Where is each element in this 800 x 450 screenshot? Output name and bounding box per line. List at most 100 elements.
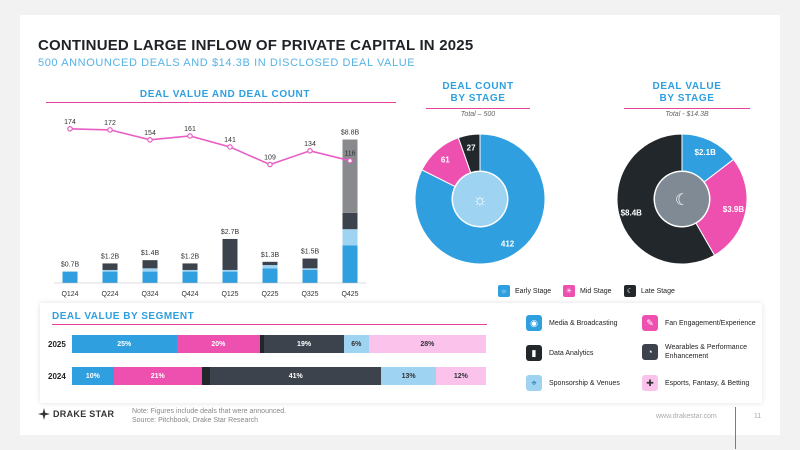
bar-segment bbox=[182, 271, 198, 283]
bar-segment bbox=[342, 139, 358, 213]
drake-star-logo: DRAKE STAR bbox=[38, 408, 114, 420]
bar-year-2024: 2024 bbox=[48, 372, 66, 381]
bar-year-2025: 2025 bbox=[48, 340, 66, 349]
legend-wearables-label: Wearables & Performance Enhancement bbox=[665, 344, 747, 360]
bar-segment bbox=[182, 263, 198, 270]
deal-count-point bbox=[307, 147, 313, 154]
analytics-icon: ▮ bbox=[526, 345, 542, 361]
segment-bar-part: 10% bbox=[72, 367, 114, 385]
legend-early-stage-label: Early Stage bbox=[515, 287, 552, 295]
bar-segment bbox=[142, 260, 158, 269]
slide: CONTINUED LARGE INFLOW OF PRIVATE CAPITA… bbox=[20, 15, 780, 449]
legend-late-stage: ☾ Late Stage bbox=[624, 285, 675, 297]
pie-slice bbox=[457, 133, 481, 174]
pie-slice-label: $2.1B bbox=[695, 148, 717, 157]
pie-slice-label: 412 bbox=[501, 240, 515, 249]
deal-count-label: 174 bbox=[64, 119, 76, 126]
pie-slice-label: $3.9B bbox=[723, 205, 745, 214]
footer-divider bbox=[735, 407, 736, 449]
deal-count-label: 141 bbox=[224, 137, 236, 144]
bar-segment bbox=[262, 268, 278, 283]
bar-value-label: $0.7B bbox=[61, 262, 80, 269]
legend-mid-stage-label: Mid Stage bbox=[580, 287, 612, 295]
legend-data: ▮ Data Analytics bbox=[526, 345, 593, 361]
deal-count-label: 116 bbox=[344, 151, 355, 158]
deal-value-count-chart: $0.7B Q124 $1.2B Q224 $1.4B Q324 $1.2B Q424 $2.7… bbox=[54, 119, 366, 298]
gauge-icon: ◔ bbox=[642, 344, 658, 360]
deal-count-point bbox=[147, 136, 153, 143]
bar-segment bbox=[222, 269, 238, 272]
bar-segment bbox=[142, 268, 158, 272]
bar-value-label: $1.2B bbox=[101, 253, 120, 260]
donut-hole bbox=[655, 172, 709, 226]
star-icon bbox=[38, 408, 50, 420]
deal-count-line bbox=[69, 128, 351, 166]
deal-value-pie: $2.1B $3.9B $8.4B ☾ bbox=[616, 133, 748, 265]
x-tick-label: Q124 bbox=[61, 291, 78, 298]
pie-slice-label: 27 bbox=[467, 143, 476, 152]
deal-count-point bbox=[67, 125, 73, 132]
x-tick-label: Q425 bbox=[341, 291, 358, 298]
segment-bar-part: 25% bbox=[72, 335, 177, 353]
deal-count-label: 161 bbox=[184, 126, 196, 133]
segment-bar-2024: 10% 21% 41% 13% 12% bbox=[72, 367, 486, 385]
bar-segment bbox=[62, 271, 78, 283]
logo-text: DRAKE STAR bbox=[53, 409, 115, 419]
pie2-subtitle: Total - $14.3B bbox=[665, 111, 709, 118]
deal-count-point bbox=[227, 144, 233, 150]
pie-slice bbox=[414, 133, 546, 265]
pie1-title-line1: DEAL COUNT BY STAGE bbox=[442, 81, 514, 104]
x-tick-label: Q125 bbox=[221, 291, 238, 298]
footer-note: Note: Figures include deals that were an… bbox=[132, 407, 286, 425]
pie1-subtitle: Total – 500 bbox=[460, 111, 496, 118]
legend-wearables: ◔ Wearables & Performance Enhancement bbox=[642, 343, 762, 361]
moon-icon: ☾ bbox=[675, 192, 689, 209]
bar-segment bbox=[102, 269, 118, 272]
x-tick-label: Q424 bbox=[181, 291, 198, 298]
broadcast-icon: ◉ bbox=[526, 315, 542, 331]
footer-url[interactable]: www.drakestar.com bbox=[656, 413, 717, 420]
footer-note-line2: Source: Pitchbook, Drake Star Research bbox=[132, 417, 259, 424]
bar-value-label: $1.5B bbox=[301, 249, 320, 256]
pie-slice-label: $8.4B bbox=[621, 209, 643, 218]
bar-segment bbox=[222, 238, 238, 270]
x-tick-label: Q224 bbox=[101, 291, 118, 298]
legend-mid-stage: ☀ Mid Stage bbox=[563, 285, 612, 297]
gamepad-icon: ✚ bbox=[642, 375, 658, 391]
bar-value-label: $1.4B bbox=[141, 250, 160, 257]
bar-segment bbox=[262, 261, 278, 266]
legend-media: ◉ Media & Broadcasting bbox=[526, 315, 617, 331]
bar-value-label: $8.8B bbox=[341, 130, 360, 137]
bar-segment bbox=[342, 245, 358, 283]
legend-late-stage-label: Late Stage bbox=[641, 287, 675, 295]
segment-bar-part: 6% bbox=[343, 335, 369, 353]
bar-segment bbox=[302, 258, 318, 269]
segment-title-underline bbox=[52, 324, 487, 325]
x-tick-label: Q225 bbox=[261, 291, 278, 298]
pie-slice bbox=[616, 133, 716, 265]
deal-count-label: 172 bbox=[104, 120, 116, 127]
pie-slice-label: 61 bbox=[441, 156, 450, 165]
deal-count-point bbox=[187, 133, 193, 139]
legend-esports: ✚ Esports, Fantasy, & Betting bbox=[642, 375, 749, 391]
bar-segment bbox=[222, 271, 238, 283]
deal-count-label: 109 bbox=[264, 155, 276, 162]
bar-segment bbox=[262, 265, 278, 269]
pie2-title-underline bbox=[624, 108, 750, 109]
fan-icon: ✎ bbox=[642, 315, 658, 331]
legend-early-stage: ☼ Early Stage bbox=[498, 285, 551, 297]
legend-sponsorship-label: Sponsorship & Venues bbox=[549, 379, 620, 387]
pie-slice bbox=[695, 158, 748, 256]
segment-bar-part: 21% bbox=[113, 367, 202, 385]
segment-bar-part: 13% bbox=[381, 367, 436, 385]
footer-note-line1: Note: Figures include deals that were an… bbox=[132, 408, 287, 415]
x-tick-label: Q325 bbox=[301, 291, 318, 298]
segment-bar-part bbox=[201, 367, 210, 385]
segment-bar-part: 41% bbox=[209, 367, 382, 385]
donut-hole bbox=[453, 172, 507, 226]
segment-bar-part: 20% bbox=[176, 335, 261, 353]
pie2-title-line1: DEAL VALUE BY STAGE bbox=[652, 81, 722, 104]
deal-count-label: 134 bbox=[304, 141, 316, 148]
segment-bar-2025: 25% 20% 19% 6% 28% bbox=[72, 335, 486, 353]
bar-segment bbox=[182, 269, 198, 272]
